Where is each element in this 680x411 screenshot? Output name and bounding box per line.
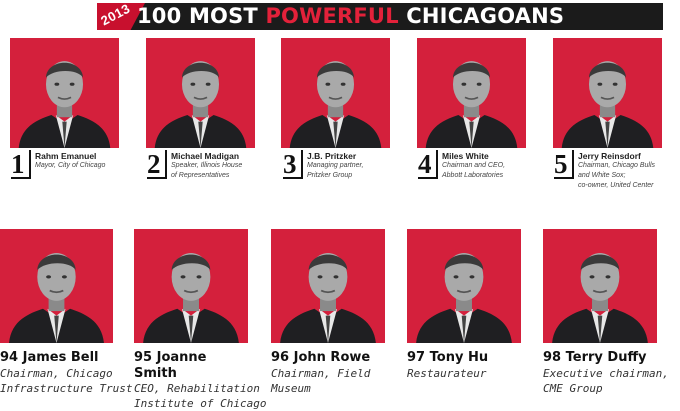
title-line: Mayor, City of Chicago <box>35 162 106 169</box>
rank-number: 94 <box>0 350 19 365</box>
rank-number: 4 <box>418 149 432 179</box>
person-name-link[interactable]: Smith <box>134 366 177 381</box>
person-name-link[interactable]: Terry Duffy <box>565 350 647 365</box>
rank-number: 98 <box>543 350 562 365</box>
portrait-photo <box>407 229 521 343</box>
person-heading: 94 James Bell <box>0 350 99 366</box>
person-heading: 95 Joanne Smith <box>134 350 207 382</box>
title-line: Managing partner, <box>307 162 364 169</box>
person-name-link[interactable]: Miles White <box>442 151 489 161</box>
rank-divider <box>554 177 574 179</box>
person-name-link[interactable]: Rahm Emanuel <box>35 151 97 161</box>
portrait-photo <box>10 38 119 148</box>
person-name-link[interactable]: Joanne <box>156 350 207 365</box>
person-title: Chairman, Chicago Bulls and White Sox; co-… <box>578 161 668 191</box>
title-line: Pritzker Group <box>307 172 353 179</box>
person-heading: 98 Terry Duffy <box>543 350 646 366</box>
rank-number: 3 <box>283 149 297 179</box>
person-title: Chairman, Field Museum <box>271 366 370 396</box>
person-name-link[interactable]: Jerry Reinsdorf <box>578 151 641 161</box>
title-line: Chairman, Chicago <box>0 367 113 380</box>
rank-divider <box>11 177 31 179</box>
title-line: Chairman, Chicago Bulls <box>578 162 656 169</box>
person-name-link[interactable]: Tony Hu <box>429 350 489 365</box>
title-line: Institute of Chicago <box>134 397 267 410</box>
portrait-photo <box>146 38 255 148</box>
rank-divider <box>283 177 303 179</box>
person-title: Restaurateur <box>407 366 486 381</box>
rank-number: 2 <box>147 149 161 179</box>
rank-divider <box>572 150 574 179</box>
title-line: CME Group <box>543 382 603 395</box>
rank-number: 97 <box>407 350 426 365</box>
person-heading: 97 Tony Hu <box>407 350 488 366</box>
title-line: of Representatives <box>171 172 230 179</box>
portrait-photo <box>543 229 657 343</box>
person-title: Mayor, City of Chicago <box>35 161 125 171</box>
rank-divider <box>147 177 167 179</box>
portrait-photo <box>134 229 248 343</box>
title-line: Infrastructure Trust <box>0 382 133 395</box>
title-pre: 100 MOST <box>137 4 266 28</box>
person-heading: 96 John Rowe <box>271 350 370 366</box>
title-line: CEO, Rehabilitation <box>134 382 260 395</box>
title-line: Restaurateur <box>407 367 487 380</box>
rank-divider <box>165 150 167 179</box>
person-name-link[interactable]: Michael Madigan <box>171 151 240 161</box>
title-line: co-owner, United Center <box>578 182 654 189</box>
rank-divider <box>418 177 438 179</box>
portrait-photo <box>553 38 662 148</box>
person-title: Executive chairman, CME Group <box>543 366 669 396</box>
title-line: Speaker, Illinois House <box>171 162 243 169</box>
rank-divider <box>301 150 303 179</box>
person-name-link[interactable]: James Bell <box>22 350 99 365</box>
rank-divider <box>29 150 31 179</box>
person-title: CEO, Rehabilitation Institute of Chicago <box>134 381 266 411</box>
rank-number: 1 <box>11 149 25 179</box>
title-line: and White Sox; <box>578 172 626 179</box>
person-name-link[interactable]: John Rowe <box>293 350 371 365</box>
title-line: Chairman and CEO, <box>442 162 506 169</box>
title-post: CHICAGOANS <box>398 4 565 28</box>
title-highlight: POWERFUL <box>265 4 399 28</box>
title-line: Museum <box>271 382 311 395</box>
rank-divider <box>436 150 438 179</box>
portrait-photo <box>0 229 113 343</box>
title-line: Chairman, Field <box>271 367 371 380</box>
title-line: Abbott Laboratories <box>442 172 504 179</box>
portrait-photo <box>417 38 526 148</box>
rank-number: 96 <box>271 350 290 365</box>
rank-number: 5 <box>554 149 568 179</box>
person-title: Chairman and CEO, Abbott Laboratories <box>442 161 532 181</box>
person-title: Managing partner, Pritzker Group <box>307 161 397 181</box>
portrait-photo <box>271 229 385 343</box>
person-name-link[interactable]: J.B. Pritzker <box>307 151 357 161</box>
title-line: Executive chairman, <box>543 367 669 380</box>
page-title: 100 MOST POWERFUL CHICAGOANS <box>137 4 564 29</box>
person-title: Chairman, Chicago Infrastructure Trust <box>0 366 132 396</box>
portrait-photo <box>281 38 390 148</box>
header-banner: 2013 100 MOST POWERFUL CHICAGOANS <box>97 3 663 30</box>
person-title: Speaker, Illinois House of Representative… <box>171 161 261 181</box>
rank-number: 95 <box>134 350 153 365</box>
